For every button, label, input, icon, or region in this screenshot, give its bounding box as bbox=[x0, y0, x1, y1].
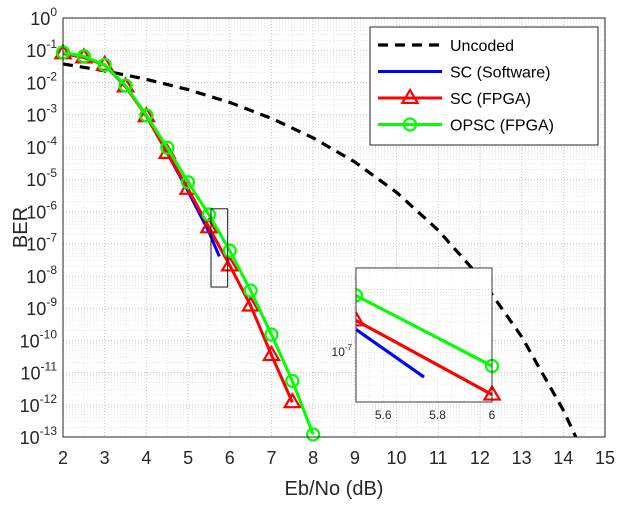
legend-label: SC (FPGA) bbox=[450, 91, 531, 108]
y-tick-label: 10-7 bbox=[26, 231, 57, 255]
x-tick-label: 10 bbox=[387, 448, 407, 468]
x-tick-label: 13 bbox=[512, 448, 532, 468]
circle-marker bbox=[180, 175, 196, 190]
inset-x-tick-label: 5.8 bbox=[429, 408, 446, 422]
triangle-marker bbox=[199, 217, 219, 234]
y-tick-label: 10-11 bbox=[21, 360, 58, 384]
x-tick-label: 12 bbox=[470, 448, 490, 468]
x-tick-label: 6 bbox=[225, 448, 235, 468]
circle-marker bbox=[97, 57, 112, 73]
y-tick-labels: 100 10-1 10-2 10-3 10-4 10-5 10-6 10-7 10-8 10-9 1… bbox=[20, 5, 58, 448]
x-tick-label: 14 bbox=[553, 448, 573, 468]
x-tick-labels: 2 3 4 5 6 7 8 9 10 11 12 13 14 15 bbox=[58, 448, 615, 468]
series-layer bbox=[53, 43, 578, 442]
series-line bbox=[62, 51, 315, 435]
legend-entry: Uncoded bbox=[378, 38, 514, 55]
legend-label: Uncoded bbox=[450, 38, 514, 55]
y-tick-label: 10-6 bbox=[26, 198, 57, 222]
axes-frame bbox=[62, 17, 606, 438]
triangle-marker bbox=[356, 310, 366, 327]
legend-label: SC (Software) bbox=[450, 65, 550, 82]
inset-border bbox=[355, 267, 493, 403]
circle-marker bbox=[76, 49, 91, 64]
inset-x-tick-label: 6 bbox=[489, 408, 496, 422]
circle-marker bbox=[264, 327, 279, 342]
triangle-marker bbox=[400, 87, 420, 105]
y-tick-label: 10-2 bbox=[26, 69, 57, 93]
circle-marker bbox=[243, 283, 258, 298]
axes-border bbox=[62, 17, 606, 438]
x-tick-label: 11 bbox=[429, 448, 448, 468]
zoom-rectangle bbox=[210, 208, 229, 288]
series-line bbox=[62, 62, 578, 438]
circle-marker bbox=[222, 243, 237, 258]
x-tick-label: 7 bbox=[266, 448, 276, 468]
circle-marker bbox=[285, 373, 300, 389]
circle-marker bbox=[139, 108, 154, 123]
triangle-marker bbox=[261, 344, 281, 362]
circle-marker bbox=[118, 78, 133, 93]
series-uncoded bbox=[62, 62, 578, 438]
inset-y-tick-label: 10-7 bbox=[332, 343, 353, 359]
legend-entry: OPSC (FPGA) bbox=[378, 117, 554, 135]
inset-series-line bbox=[356, 294, 493, 368]
y-tick-label: 100 bbox=[30, 5, 57, 29]
legend-entry: SC (Software) bbox=[378, 65, 550, 82]
minor-grid bbox=[63, 18, 605, 437]
x-tick-label: 5 bbox=[183, 448, 193, 468]
y-tick-label: 10-9 bbox=[26, 295, 57, 319]
y-tick-label: 10-10 bbox=[20, 327, 58, 351]
circle-marker bbox=[402, 117, 418, 132]
legend: Uncoded SC (Software) SC (FPGA) OPSC (FPGA) bbox=[369, 26, 599, 146]
y-tick-label: 10-3 bbox=[26, 102, 57, 126]
y-tick-label: 10-12 bbox=[20, 392, 58, 416]
y-tick-label: 10-1 bbox=[26, 37, 57, 61]
inset-series-line bbox=[356, 328, 425, 379]
y-axis-label: BER bbox=[10, 207, 32, 248]
x-tick-label: 2 bbox=[58, 448, 68, 468]
circle-marker bbox=[201, 207, 217, 222]
legend-label: OPSC (FPGA) bbox=[450, 118, 554, 135]
inset-series-line bbox=[356, 319, 493, 397]
y-tick-label: 10-4 bbox=[26, 134, 57, 158]
triangle-marker bbox=[282, 392, 302, 409]
circle-marker bbox=[306, 427, 321, 442]
y-tick-label: 10-13 bbox=[20, 424, 58, 448]
circle-marker bbox=[356, 288, 364, 303]
circle-marker bbox=[160, 140, 175, 155]
x-tick-label: 3 bbox=[100, 448, 110, 468]
triangle-marker bbox=[241, 295, 261, 312]
zoom-inset: 5.6 5.8 6 10-7 bbox=[332, 267, 502, 422]
y-tick-label: 10-5 bbox=[26, 166, 57, 190]
y-tick-label: 10-8 bbox=[26, 263, 57, 287]
x-tick-label: 8 bbox=[308, 448, 318, 468]
triangle-marker bbox=[220, 255, 240, 272]
zoom-region-box bbox=[210, 208, 229, 288]
x-tick-label: 4 bbox=[141, 448, 151, 468]
series-opsc-fpga bbox=[55, 45, 321, 442]
x-tick-label: 9 bbox=[350, 448, 360, 468]
x-axis-label: Eb/No (dB) bbox=[285, 478, 384, 500]
inset-x-tick-label: 5.6 bbox=[375, 408, 392, 422]
x-tick-label: 15 bbox=[595, 448, 615, 468]
legend-entry: SC (FPGA) bbox=[378, 87, 531, 108]
